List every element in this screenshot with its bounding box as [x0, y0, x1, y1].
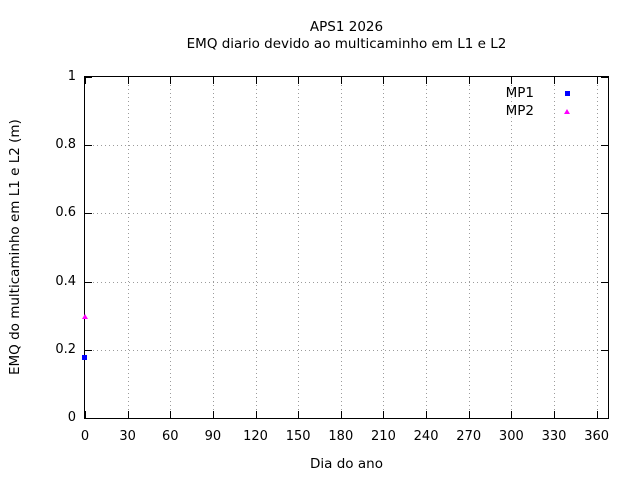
x-gridline [298, 77, 300, 418]
x-tick-label: 120 [243, 429, 268, 444]
x-tick-top [85, 77, 86, 84]
y-tick-left [85, 213, 92, 215]
x-tick-label: 0 [80, 429, 90, 444]
x-tick-top [468, 77, 470, 84]
x-tick-label: 60 [161, 429, 179, 444]
x-tick-label: 210 [371, 429, 396, 444]
x-gridline [383, 77, 385, 418]
x-tick-bottom [340, 411, 342, 418]
x-tick-bottom [426, 411, 428, 418]
y-tick-right [601, 213, 608, 215]
chart-title: APS1 2026 [309, 19, 384, 35]
x-tick-bottom [212, 411, 214, 418]
x-tick-top [255, 77, 257, 84]
mp2-marker-icon [82, 314, 88, 320]
x-gridline [255, 77, 257, 418]
y-tick-right [601, 281, 608, 283]
x-tick-bottom [468, 411, 470, 418]
x-tick-top [340, 77, 342, 84]
x-tick-label: 330 [541, 429, 567, 444]
y-tick-left [85, 349, 92, 351]
legend-item-mp2: MP2 [506, 102, 600, 120]
x-gridline [468, 77, 470, 418]
x-tick-top [383, 77, 385, 84]
x-tick-label: 30 [119, 429, 136, 444]
y-gridline [85, 213, 608, 215]
x-axis-label: Dia do ano [310, 456, 383, 472]
y-tick-left [85, 77, 92, 78]
x-tick-label: 360 [584, 429, 610, 444]
x-tick-top [127, 77, 129, 84]
legend-marker-cell [534, 108, 600, 114]
x-tick-top [212, 77, 214, 84]
x-tick-bottom [85, 411, 86, 418]
x-tick-bottom [553, 411, 555, 418]
x-tick-label: 300 [498, 429, 524, 444]
x-tick-top [170, 77, 172, 84]
y-tick-label: 0.8 [55, 137, 76, 153]
x-tick-top [596, 77, 598, 84]
x-tick-label: 150 [285, 429, 311, 444]
x-gridline [511, 77, 513, 418]
legend-item-mp1: MP1 [506, 84, 600, 102]
x-gridline [553, 77, 555, 418]
x-gridline [596, 77, 598, 418]
x-tick-label: 270 [456, 429, 482, 444]
data-point-mp1 [82, 355, 87, 361]
x-tick-bottom [255, 411, 257, 418]
data-point-mp2 [82, 314, 88, 320]
x-tick-bottom [127, 411, 129, 418]
y-tick-left [85, 281, 92, 283]
y-tick-right [601, 77, 608, 78]
x-gridline [212, 77, 214, 418]
x-tick-top [511, 77, 513, 84]
x-tick-top [298, 77, 300, 84]
legend: MP1 MP2 [506, 84, 600, 120]
x-tick-bottom [383, 411, 385, 418]
x-gridline [127, 77, 129, 418]
y-tick-left [85, 418, 92, 419]
y-tick-label: 0 [67, 410, 76, 425]
mp1-marker-icon [82, 355, 87, 361]
y-gridline [85, 349, 608, 351]
legend-label: MP1 [505, 85, 534, 101]
x-gridline [340, 77, 342, 418]
y-axis-label: EMQ do multicaminho em L1 e L2 (m) [7, 119, 23, 376]
y-tick-right [601, 145, 608, 147]
x-gridline [426, 77, 428, 418]
x-tick-label: 240 [413, 429, 439, 444]
x-tick-bottom [170, 411, 172, 418]
x-tick-bottom [298, 411, 300, 418]
y-gridline [85, 281, 608, 283]
x-tick-top [426, 77, 428, 84]
plot-inner: MP1 MP2 [82, 77, 608, 419]
y-tick-right [601, 349, 608, 351]
chart-titles: APS1 2026 EMQ diario devido ao multicami… [84, 19, 609, 53]
mp1-marker-icon [564, 90, 570, 96]
legend-label: MP2 [505, 103, 534, 119]
plot-area: MP1 MP2 [82, 76, 609, 419]
y-tick-label: 0.4 [55, 273, 76, 289]
x-tick-label: 90 [204, 429, 222, 444]
x-tick-bottom [596, 411, 598, 418]
x-gridline [170, 77, 172, 418]
y-tick-right [601, 418, 608, 419]
x-tick-top [553, 77, 555, 84]
y-tick-label: 0.6 [55, 205, 76, 221]
y-tick-left [85, 145, 92, 147]
chart-subtitle: EMQ diario devido ao multicaminho em L1 … [186, 36, 507, 52]
y-tick-label: 0.2 [55, 341, 76, 357]
x-tick-label: 180 [328, 429, 354, 444]
legend-marker-cell [534, 90, 600, 96]
mp2-marker-icon [564, 108, 570, 114]
x-tick-bottom [511, 411, 513, 418]
y-gridline [85, 145, 608, 147]
y-tick-label: 1 [67, 69, 76, 84]
